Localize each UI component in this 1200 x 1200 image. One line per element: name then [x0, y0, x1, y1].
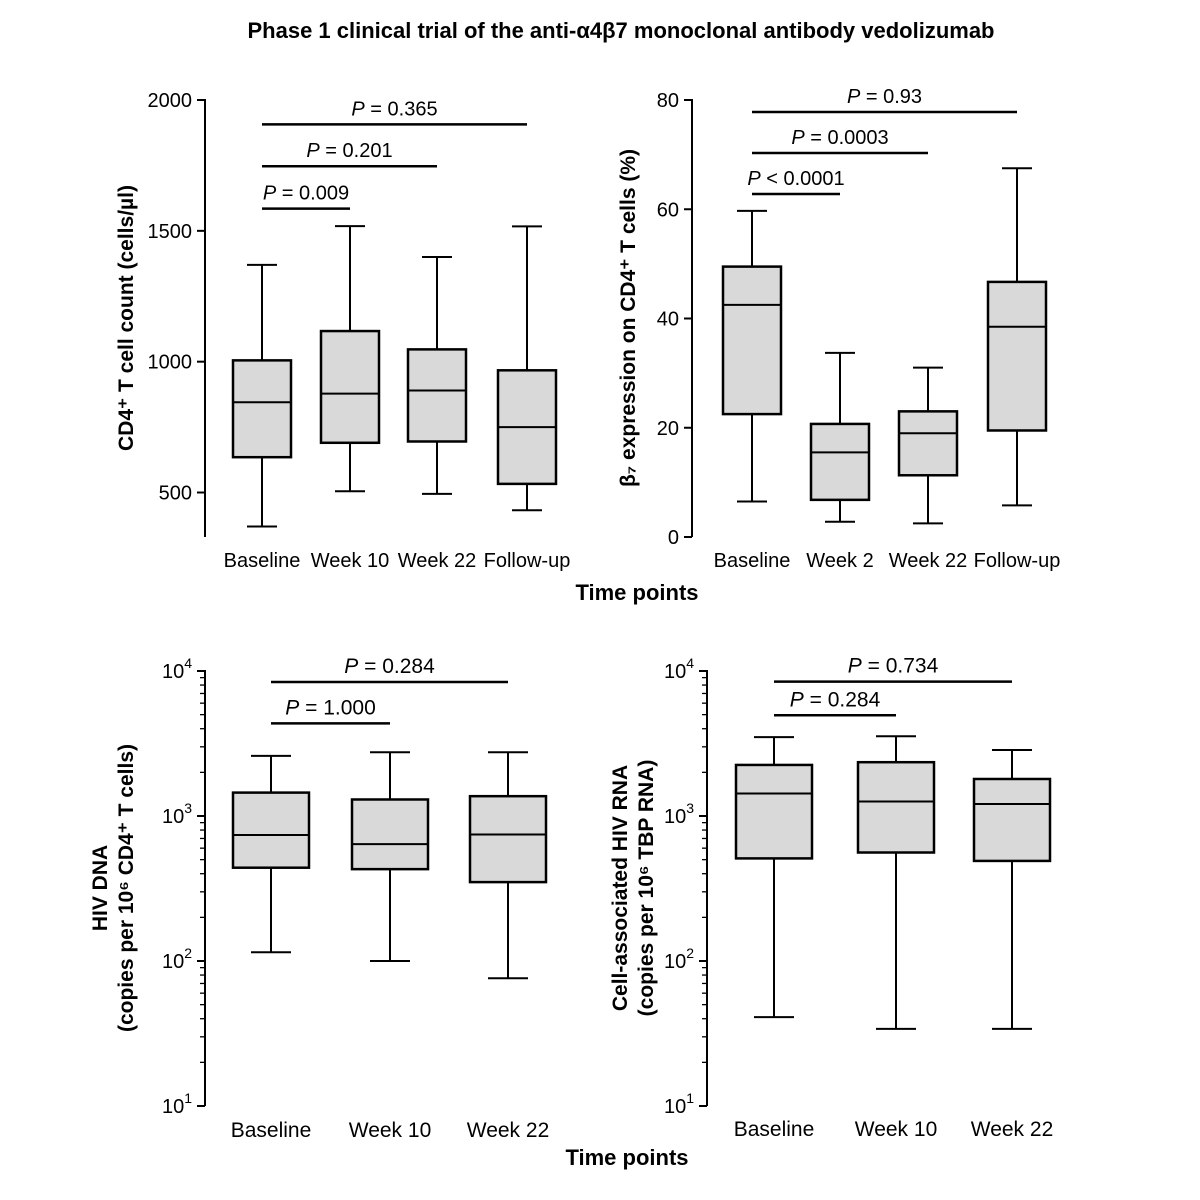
y-tick-label: 104	[162, 655, 192, 683]
box-iqr	[468, 794, 548, 884]
pvalue-label: P = 0.0003	[791, 127, 888, 149]
y-tick-label: 40	[657, 309, 679, 331]
box-iqr	[856, 760, 936, 854]
box-baseline	[721, 209, 783, 503]
box-follow-up	[496, 225, 558, 512]
box-week-10	[319, 225, 381, 493]
box-iqr	[319, 329, 381, 445]
box-iqr	[350, 798, 430, 871]
box-baseline	[734, 736, 814, 1019]
chart-cd4-count: 500 1000 1500 2000 CD4⁺ T cell count (cells/…	[115, 90, 571, 572]
pvalue-label: P = 0.734	[848, 655, 939, 678]
y-axis-label: (copies per 10⁶ TBP RNA)	[635, 760, 658, 1017]
y-axis-label: HIV DNA	[89, 845, 112, 931]
x-axis-title-top: Time points	[575, 580, 699, 605]
y-tick-label: 0	[668, 527, 679, 549]
pvalue-label: P = 0.009	[263, 183, 349, 205]
box-baseline	[231, 263, 293, 528]
box-iqr	[721, 265, 783, 416]
x-category-label: Baseline	[231, 1119, 312, 1142]
box-iqr	[897, 410, 959, 477]
box-week-2	[809, 351, 871, 523]
box-week-22	[468, 751, 548, 980]
box-week-22	[972, 749, 1052, 1030]
x-category-label: Follow-up	[974, 550, 1061, 572]
y-axis-label: (copies per 10⁶ CD4⁺ T cells)	[115, 744, 138, 1032]
y-tick-label: 101	[664, 1090, 694, 1118]
figure-title: Phase 1 clinical trial of the anti-α4β7 …	[247, 18, 995, 43]
y-tick-label: 20	[657, 418, 679, 440]
x-category-label: Week 10	[855, 1118, 938, 1141]
y-tick-label: 1000	[148, 352, 193, 374]
pvalue-label: P < 0.0001	[747, 168, 844, 190]
y-tick-label: 103	[162, 800, 192, 828]
x-category-label: Baseline	[714, 550, 791, 572]
x-category-label: Week 22	[971, 1118, 1054, 1141]
chart-hiv-dna: 101 102 103 104 HIV DNA (copies per 10⁶ CD4⁺ …	[89, 655, 550, 1142]
pvalue-label: P = 0.201	[306, 140, 392, 162]
chart-beta7-expression: 0 20 40 60 80 β₇ expression on CD4⁺ T cells (…	[617, 86, 1061, 572]
pvalue-label: P = 1.000	[285, 696, 376, 719]
box-baseline	[231, 754, 311, 954]
box-week-22	[897, 366, 959, 525]
box-iqr	[972, 777, 1052, 863]
y-axis-label: Cell-associated HIV RNA	[609, 765, 632, 1011]
box-week-10	[350, 751, 430, 962]
pvalue-label: P = 0.365	[351, 98, 437, 120]
x-category-label: Week 22	[467, 1119, 550, 1142]
x-category-label: Week 22	[889, 550, 968, 572]
x-category-label: Baseline	[224, 550, 301, 572]
x-category-label: Week 2	[806, 550, 873, 572]
x-category-label: Follow-up	[484, 550, 571, 572]
y-axis-label: CD4⁺ T cell count (cells/µl)	[115, 185, 138, 451]
box-iqr	[231, 791, 311, 869]
y-tick-label: 60	[657, 199, 679, 221]
box-week-22	[406, 256, 468, 495]
y-tick-label: 104	[664, 655, 694, 683]
x-axis-title-bottom: Time points	[565, 1145, 689, 1170]
box-iqr	[734, 763, 814, 860]
box-follow-up	[986, 167, 1048, 507]
box-week-10	[856, 735, 936, 1030]
y-tick-label: 102	[162, 945, 192, 973]
y-tick-label: 500	[159, 483, 192, 505]
pvalue-label: P = 0.284	[344, 655, 435, 678]
y-tick-label: 80	[657, 90, 679, 112]
box-iqr	[809, 422, 871, 502]
y-tick-label: 103	[664, 800, 694, 828]
x-category-label: Week 22	[398, 550, 477, 572]
pvalue-label: P = 0.284	[790, 688, 881, 711]
pvalue-label: P = 0.93	[847, 86, 922, 108]
y-tick-label: 102	[664, 945, 694, 973]
chart-hiv-rna: 101 102 103 104 Cell-associated HIV RNA (copi…	[609, 655, 1054, 1141]
box-iqr	[231, 359, 293, 459]
x-category-label: Baseline	[734, 1118, 815, 1141]
box-iqr	[406, 348, 468, 443]
x-category-label: Week 10	[311, 550, 390, 572]
y-tick-label: 1500	[148, 221, 193, 243]
box-iqr	[986, 280, 1048, 432]
y-tick-label: 2000	[148, 90, 193, 112]
x-category-label: Week 10	[349, 1119, 432, 1142]
y-axis-label: β₇ expression on CD4⁺ T cells (%)	[617, 149, 640, 487]
y-tick-label: 101	[162, 1090, 192, 1118]
